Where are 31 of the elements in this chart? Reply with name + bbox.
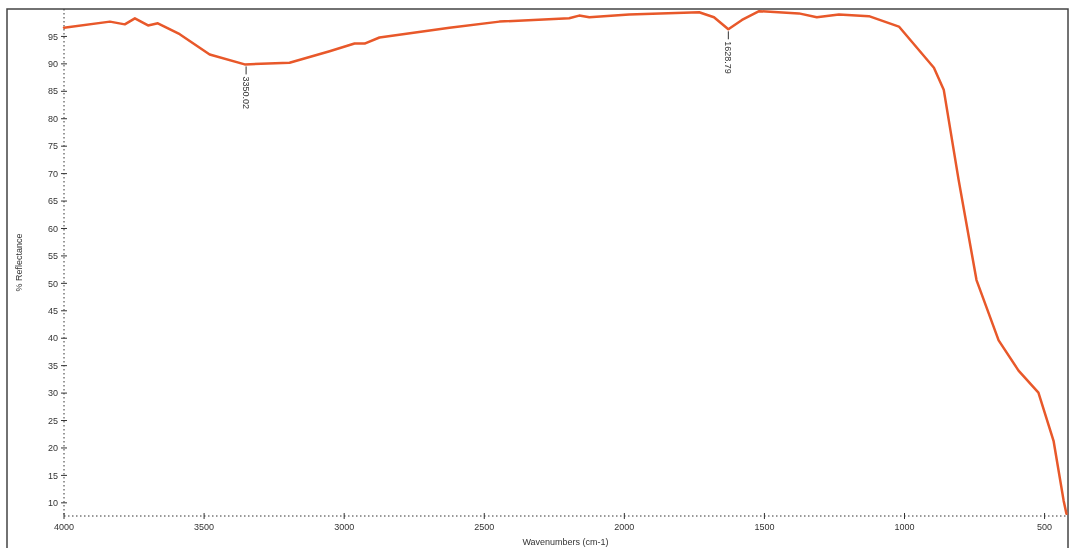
- y-tick-label: 55: [47, 251, 58, 262]
- y-tick-label: 85: [47, 86, 58, 97]
- x-tick-label: 500: [1037, 522, 1053, 532]
- annotation: 3350.02: [240, 76, 251, 109]
- y-tick-label: 90: [47, 59, 58, 70]
- x-tick-label: 2500: [474, 522, 495, 532]
- x-tick-label: 4000: [53, 522, 75, 532]
- y-tick-label: 35: [47, 360, 58, 371]
- x-tick-label: 3500: [194, 522, 215, 532]
- y-axis-title: % Reflectance: [14, 233, 24, 292]
- y-tick-label: 50: [47, 278, 58, 289]
- x-axis-title: Wavenumbers (cm-1): [522, 537, 609, 547]
- y-tick-label: 70: [47, 168, 58, 179]
- y-tick-label: 95: [47, 31, 58, 42]
- y-tick-label: 30: [47, 388, 58, 399]
- y-tick-label: 25: [47, 415, 58, 426]
- x-tick-label: 1500: [754, 522, 775, 532]
- y-tick-label: 10: [47, 497, 58, 508]
- y-tick-label: 60: [47, 223, 58, 234]
- line-series: [62, 9, 1068, 516]
- x-tick-label: 3000: [334, 522, 355, 532]
- y-tick-label: 65: [47, 196, 58, 207]
- y-tick-label: 40: [47, 333, 58, 344]
- y-tick-label: 45: [47, 305, 58, 316]
- annotation: 1628.79: [723, 41, 734, 74]
- y-tick-label: 15: [47, 470, 58, 481]
- x-tick-label: 2000: [614, 522, 635, 532]
- x-tick-label: 1000: [894, 522, 915, 532]
- y-tick-label: 80: [47, 113, 58, 124]
- y-tick-label: 75: [47, 141, 58, 152]
- y-tick-label: 20: [47, 443, 58, 454]
